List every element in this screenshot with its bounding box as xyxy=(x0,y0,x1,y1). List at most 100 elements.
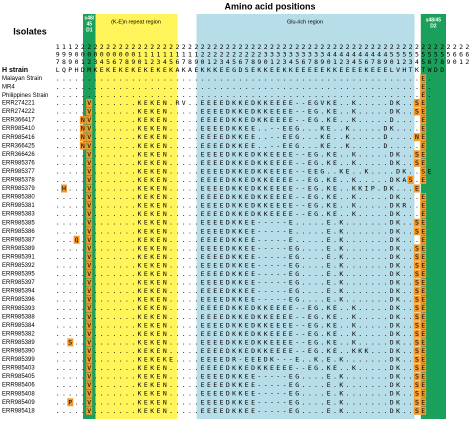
d1-label: 45 xyxy=(87,21,93,27)
isolate-name: ERR274222 xyxy=(2,109,35,115)
highlight-cell xyxy=(420,261,427,270)
position-digits: 7890123456789012345678901234567890123456… xyxy=(56,58,472,66)
highlight-cell xyxy=(413,398,420,407)
highlight-cell xyxy=(420,141,427,150)
highlight-cell xyxy=(420,107,427,116)
highlight-cell xyxy=(420,201,427,210)
highlight-cell xyxy=(413,287,420,296)
highlight-cell xyxy=(413,329,420,338)
highlight-cell xyxy=(86,312,93,321)
highlight-cell xyxy=(420,227,427,236)
isolate-name: ERR366426 xyxy=(2,152,35,158)
isolate-name: ERR985408 xyxy=(2,391,35,397)
highlight-cell xyxy=(420,321,427,330)
isolate-name: ERR985384 xyxy=(2,323,35,329)
highlight-cell xyxy=(413,389,420,398)
isolate-name: ERR985388 xyxy=(2,314,35,320)
sequence: .....V.......KEKEN.....EEEEDKKEE-----EG.… xyxy=(56,279,428,287)
d2-label: D2 xyxy=(430,23,437,29)
highlight-cell xyxy=(86,107,93,116)
highlight-cell xyxy=(86,227,93,236)
highlight-cell xyxy=(420,398,427,407)
highlight-cell xyxy=(79,141,86,150)
sequence: .....V.......KEKEN.....EEEEDKKEDKKEEEE--… xyxy=(56,210,428,218)
highlight-cell xyxy=(86,201,93,210)
highlight-cell xyxy=(67,338,74,347)
highlight-cell xyxy=(420,124,427,133)
highlight-cell xyxy=(86,355,93,364)
isolate-name: MR4 xyxy=(2,84,15,90)
repeat-label: (K-E)n repeat region xyxy=(111,19,161,25)
sequence: ........................................… xyxy=(56,83,434,91)
sequence: ...Q.V.......KEKEN.....EEEEDKKEE-----E..… xyxy=(56,236,428,244)
sequence: .....V.......KEKEN.....EEEEDKKEDKKEEEE--… xyxy=(56,202,428,210)
highlight-cell xyxy=(413,381,420,390)
d1-label: s48/ xyxy=(84,15,94,21)
isolate-name: ERR985395 xyxy=(2,272,35,278)
highlight-cell xyxy=(420,364,427,373)
highlight-cell xyxy=(86,389,93,398)
repeat-band xyxy=(95,14,178,419)
isolate-name: H strain xyxy=(2,67,28,74)
rows: H strain LQPHDMKEKEKEKEKEKEKAKAEKKKEEGDSE… xyxy=(2,66,444,415)
highlight-cell xyxy=(413,133,420,142)
highlight-cell xyxy=(86,167,93,176)
highlight-cell xyxy=(86,184,93,193)
highlight-cell xyxy=(413,218,420,227)
isolate-name: ERR985405 xyxy=(2,374,35,380)
highlight-cell xyxy=(86,381,93,390)
highlight-cell xyxy=(86,99,93,107)
title: Amino acid positions xyxy=(224,1,315,11)
highlight-cell xyxy=(420,278,427,287)
isolate-name: ERR985389 xyxy=(2,340,35,346)
sequence: .....V.......KEKEN.....EEEEDKKEE-----EG.… xyxy=(56,390,428,398)
highlight-cell xyxy=(413,150,420,159)
sequence: .....V.......KEKEN.....EEEEDKKEE-----EG.… xyxy=(56,373,428,381)
highlight-cell xyxy=(86,244,93,253)
isolate-name: ERR985391 xyxy=(2,254,35,260)
sequence: .....V.......KEKEN.....EEEEDKKEE-----EG.… xyxy=(56,287,428,295)
sequence: .....V.......KEKEN.....EEEEDKKEE-----EG.… xyxy=(56,261,428,269)
sequence: ....NV.......KEKEN.....EEEEDKKEDKKEEEE--… xyxy=(56,116,428,124)
isolate-name: ERR985378 xyxy=(2,178,35,184)
highlight-cell xyxy=(67,398,74,407)
sequence: ........................................… xyxy=(56,74,434,82)
isolate-name: ERR985403 xyxy=(2,366,35,372)
highlight-cell xyxy=(413,312,420,321)
sequence: .....V.......KEKEN.....EEEEDKKEDKKEEEE--… xyxy=(56,167,434,175)
glu-label: Glu-rich region xyxy=(287,19,323,25)
highlight-cell xyxy=(420,218,427,227)
highlight-cell xyxy=(420,287,427,296)
highlight-cell xyxy=(420,158,427,167)
sequence: .....V.......KEKEN.....EEEEDKKEDKKEEEE--… xyxy=(56,108,428,116)
highlight-cell xyxy=(413,270,420,278)
isolate-name: ERR985385 xyxy=(2,220,35,226)
isolate-name: ERR985392 xyxy=(2,263,35,269)
isolate-name: ERR985399 xyxy=(2,357,35,363)
highlight-cell xyxy=(420,91,427,100)
sequence: .....V.......KEKEN.....EEEEDKKEDKKEEEE--… xyxy=(56,193,428,201)
isolate-name: ERR985394 xyxy=(2,289,35,295)
highlight-cell xyxy=(86,278,93,287)
isolate-name: ERR985379 xyxy=(2,186,35,192)
highlight-cell xyxy=(413,261,420,270)
sequence: .....V.......KEKEN.....EEEEDKKEDKKEEEE--… xyxy=(56,150,428,158)
highlight-cell xyxy=(413,338,420,347)
highlight-cell xyxy=(413,278,420,287)
highlight-cell xyxy=(86,133,93,142)
sequence: .....V.......KEKEN.....EEEEDKKEDKKEEEE--… xyxy=(56,321,428,329)
isolate-name: ERR985406 xyxy=(2,383,35,389)
highlight-cell xyxy=(86,210,93,219)
highlight-cell xyxy=(413,372,420,381)
highlight-cell xyxy=(79,133,86,142)
highlight-cell xyxy=(420,338,427,347)
highlight-cell xyxy=(420,210,427,219)
sequence: .....V.......KEKEN.....EEEEDKKEE-----EG.… xyxy=(56,296,428,304)
highlight-cell xyxy=(86,252,93,261)
highlight-cell xyxy=(420,116,427,125)
highlight-cell xyxy=(413,252,420,261)
isolate-name: ERR985410 xyxy=(2,126,35,132)
highlight-cell xyxy=(413,346,420,355)
highlight-cell xyxy=(420,304,427,313)
sequence: .....V.......KEKEN.....EEEEDKKEE-----E..… xyxy=(56,227,428,235)
